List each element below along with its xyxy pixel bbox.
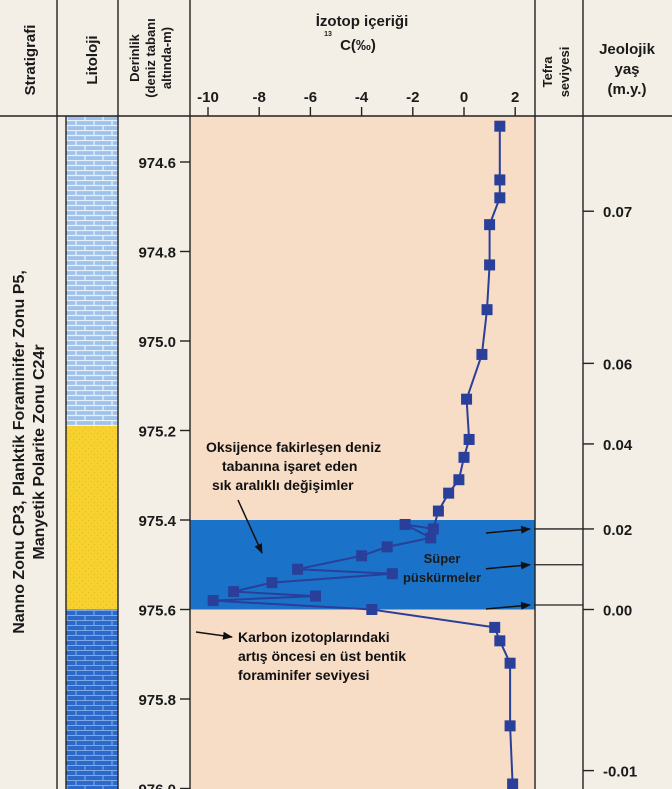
data-point <box>228 586 240 598</box>
header-age-line3: (m.y.) <box>608 81 647 98</box>
annotation-super-line2: püskürmeler <box>403 570 481 585</box>
x-tick-label: -2 <box>406 89 419 106</box>
tephra-arrows <box>485 525 583 610</box>
annotation-oxygen-line3: sık aralıklı değişimler <box>212 477 354 493</box>
data-point <box>504 720 516 732</box>
depth-tick-label: 974.6 <box>138 155 176 172</box>
annotation-carbon: Karbon izotoplarındaki artış öncesi en ü… <box>195 629 406 683</box>
header-tephra-line2: seviyesi <box>557 47 572 98</box>
event-band <box>190 520 535 610</box>
header-depth-line3: altında-m) <box>159 27 174 89</box>
data-point <box>425 532 437 544</box>
lithology-unit-dark-blue <box>66 609 118 789</box>
x-tick-label: 2 <box>511 89 519 106</box>
data-point <box>207 595 219 607</box>
depth-tick-label: 975.6 <box>138 603 176 620</box>
stratigraphy-line1: Nanno Zonu CP3, Planktik Foraminifer Zon… <box>11 270 28 634</box>
annotation-oxygen-line2: tabanına işaret eden <box>222 458 357 474</box>
stratigraphy-line2: Manyetik Polarite Zonu C24r <box>31 344 48 559</box>
header-isotope-line1: İzotop içeriği <box>316 13 409 30</box>
age-tick-label: -0.01 <box>603 764 637 781</box>
header-depth-line1: Derinlik <box>127 33 142 81</box>
data-point <box>292 563 304 575</box>
data-point <box>489 621 501 633</box>
data-point <box>481 304 493 316</box>
data-point <box>494 174 506 186</box>
age-axis-ticks: 0.07 0.06 0.04 0.02 0.00 -0.01 <box>583 204 637 781</box>
annotation-carbon-arrow <box>195 631 233 640</box>
data-point <box>494 120 506 132</box>
data-point <box>381 541 393 553</box>
depth-tick-label: 976.0 <box>138 782 176 789</box>
data-point <box>386 568 398 580</box>
stratigraphy-label: Nanno Zonu CP3, Planktik Foraminifer Zon… <box>11 270 48 634</box>
data-point <box>399 518 411 530</box>
data-point <box>507 778 519 789</box>
lithology-unit-light-blue <box>66 116 118 427</box>
data-point <box>458 451 470 463</box>
x-tick-label: -10 <box>197 89 219 106</box>
header-isotope-superscript: 13 <box>324 31 332 38</box>
header-age-line1: Jeolojik <box>599 41 656 58</box>
depth-tick-label: 975.0 <box>138 334 176 351</box>
annotation-super-eruptions: Süper püskürmeler <box>403 551 481 585</box>
data-point <box>310 590 322 602</box>
data-point <box>356 550 368 562</box>
annotation-oxygen: Oksijence fakirleşen deniz tabanına işar… <box>206 439 381 554</box>
annotation-oxygen-line1: Oksijence fakirleşen deniz <box>206 439 381 455</box>
depth-tick-label: 975.8 <box>138 692 176 709</box>
depth-tick-label: 974.8 <box>138 245 176 262</box>
depth-tick-label: 975.2 <box>138 424 176 441</box>
annotation-carbon-line1: Karbon izotoplarındaki <box>238 629 390 645</box>
data-point <box>432 505 444 517</box>
data-point <box>461 393 473 405</box>
annotation-carbon-line2: artış öncesi en üst bentik <box>238 648 406 664</box>
header-age-line2: yaş <box>614 61 639 78</box>
data-point <box>484 259 496 271</box>
age-tick-label: 0.07 <box>603 204 632 221</box>
age-tick-label: 0.04 <box>603 437 633 454</box>
data-point <box>443 487 455 499</box>
x-tick-label: -8 <box>253 89 266 106</box>
age-tick-label: 0.00 <box>603 603 632 620</box>
annotation-oxygen-arrow <box>237 499 263 554</box>
x-tick-label: -4 <box>355 89 369 106</box>
header-stratigraphy: Stratigrafi <box>22 25 39 96</box>
header-isotope-line2: C(‰) <box>340 37 376 54</box>
depth-axis-ticks: 974.6 974.8 975.0 975.2 975.4 975.6 975.8 976.0 <box>138 155 190 789</box>
column-headers: Stratigrafi Litoloji Derinlik (deniz tab… <box>22 13 656 98</box>
data-point <box>463 433 475 445</box>
lithology-column <box>66 116 118 789</box>
header-tephra-line1: Tefra <box>540 56 555 88</box>
lithology-unit-yellow <box>66 426 118 610</box>
depth-tick-label: 975.4 <box>138 513 176 530</box>
annotation-super-line1: Süper <box>424 551 461 566</box>
data-point <box>366 604 378 615</box>
data-point <box>494 635 506 647</box>
header-lithology: Litoloji <box>84 35 101 84</box>
series-line <box>213 126 514 785</box>
data-point <box>504 657 516 669</box>
data-point <box>476 348 488 360</box>
annotation-carbon-line3: foraminifer seviyesi <box>238 667 370 683</box>
tephra-arrow <box>485 525 531 534</box>
data-point <box>453 474 465 486</box>
plot-background <box>190 116 535 789</box>
data-point <box>427 523 439 535</box>
x-tick-label: -6 <box>304 89 317 106</box>
header-depth-line2: (deniz tabanı <box>143 18 158 97</box>
series-markers <box>207 120 519 789</box>
data-point <box>484 219 496 231</box>
data-point <box>494 192 506 204</box>
age-tick-label: 0.06 <box>603 356 632 373</box>
age-tick-label: 0.02 <box>603 522 632 539</box>
tephra-arrow <box>485 561 531 570</box>
x-tick-label: 0 <box>460 89 468 106</box>
x-axis-ticks: -10 -8 -6 -4 -2 0 2 <box>197 89 519 116</box>
tephra-arrow <box>485 601 531 610</box>
data-point <box>266 577 278 589</box>
